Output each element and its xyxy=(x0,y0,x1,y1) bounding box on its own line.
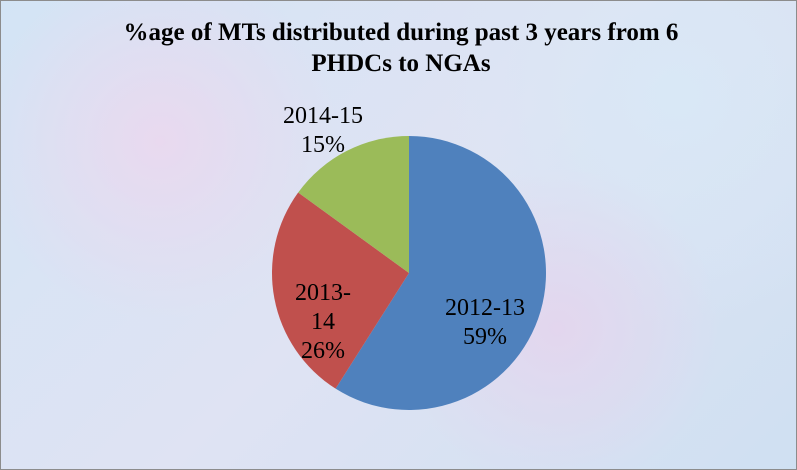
category-label: 2013-14 xyxy=(295,279,351,335)
value-label: 59% xyxy=(463,324,507,350)
pie-slice xyxy=(335,136,546,410)
value-label: 26% xyxy=(301,337,345,364)
slice-label: 2012-13 59% xyxy=(415,294,555,352)
slice-label: 2014-15 15% xyxy=(253,102,393,160)
pie-slice xyxy=(298,136,409,273)
value-label: 15% xyxy=(301,132,345,158)
pie-slice xyxy=(272,192,409,389)
chart-title: %age of MTs distributed during past 3 ye… xyxy=(123,19,679,77)
slice-label: 2013-14 26% xyxy=(292,279,354,366)
category-label: 2012-13 xyxy=(445,295,525,321)
category-label: 2014-15 xyxy=(283,103,363,129)
